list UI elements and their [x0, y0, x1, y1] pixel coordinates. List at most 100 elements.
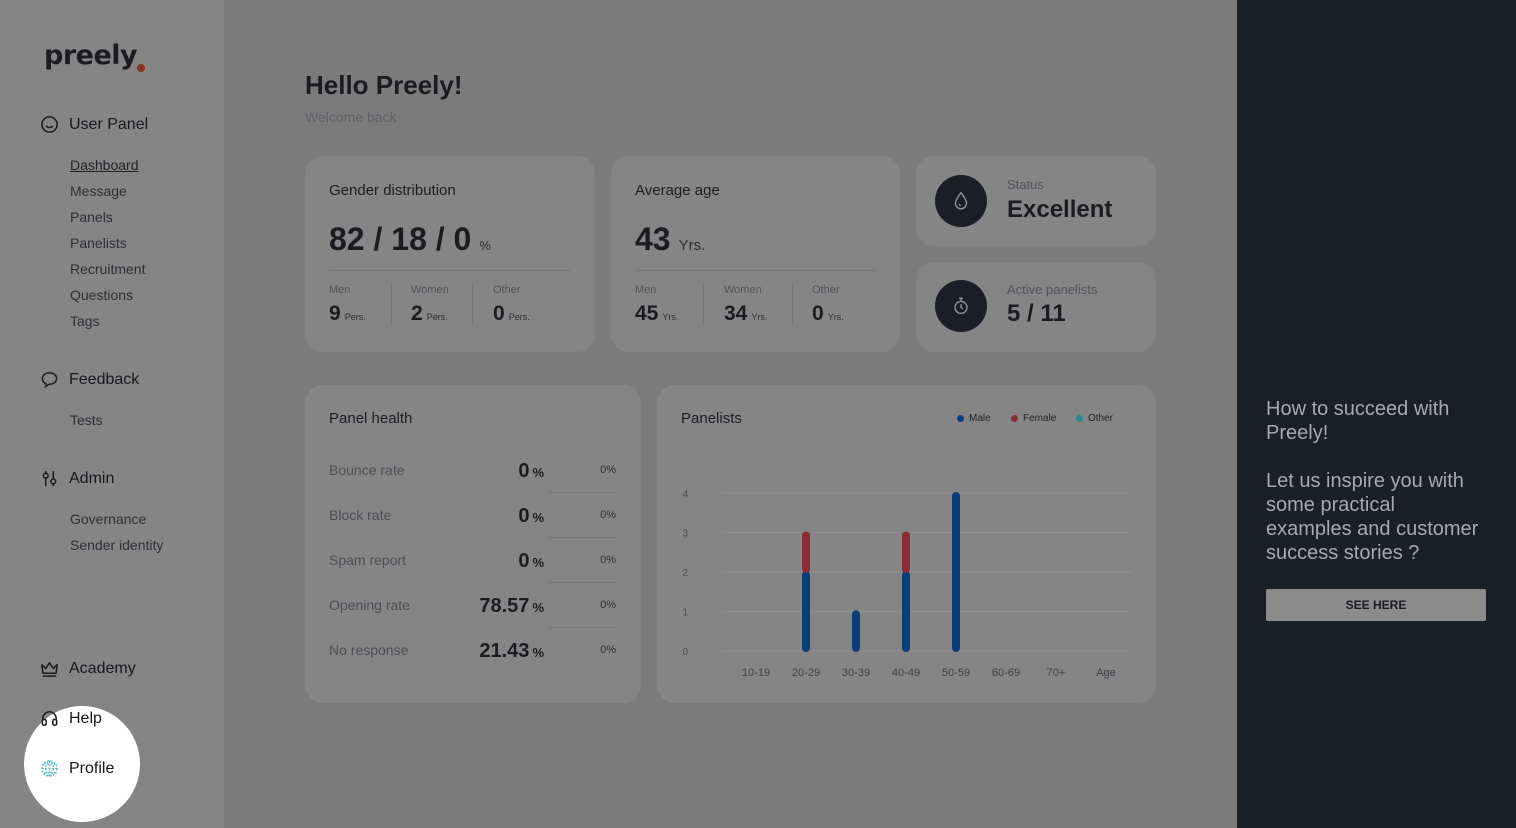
- sidebar-item-tests[interactable]: Tests: [70, 412, 103, 428]
- sidebar-item-sender-identity[interactable]: Sender identity: [70, 537, 164, 553]
- drop-icon: [954, 191, 968, 210]
- sidebar-section-user-panel[interactable]: User Panel: [40, 115, 148, 134]
- y-tick-label: 1: [682, 608, 688, 619]
- gender-other-label: Other: [493, 284, 521, 296]
- sidebar-section-admin[interactable]: Admin: [40, 469, 114, 488]
- age-card-title: Average age: [635, 182, 720, 199]
- age-card-value: 43 Yrs.: [635, 221, 706, 257]
- block-rate-value: 0%: [518, 505, 544, 527]
- age-women-label: Women: [724, 284, 762, 296]
- age-men-value: 45 Yrs.: [635, 302, 679, 325]
- no-response-value: 21.43%: [479, 640, 544, 662]
- page-title: Hello Preely!: [305, 70, 463, 100]
- divider: [548, 492, 616, 493]
- sidebar-section-feedback[interactable]: Feedback: [40, 370, 139, 389]
- x-tick-label: 70+: [1047, 667, 1066, 679]
- x-tick-label: 30-39: [842, 667, 870, 679]
- spam-report-value: 0%: [518, 550, 544, 572]
- headset-icon: [41, 711, 58, 726]
- user-panel-title: User Panel: [69, 115, 149, 133]
- gender-card-title: Gender distribution: [329, 182, 456, 199]
- divider: [391, 283, 392, 325]
- panelists-title: Panelists: [681, 410, 742, 427]
- sidebar-item-panelists[interactable]: Panelists: [70, 235, 127, 251]
- promo-heading: How to succeed with Preely!: [1266, 398, 1450, 444]
- gender-women-value: 2 Pers.: [411, 302, 448, 325]
- opening-rate-label: Opening rate: [329, 597, 410, 613]
- y-tick-label: 3: [682, 529, 688, 540]
- y-tick-label: 0: [682, 647, 688, 658]
- x-tick-label: 10-19: [742, 667, 770, 679]
- globe-icon: [41, 760, 58, 777]
- panel-health-title: Panel health: [329, 410, 413, 427]
- opening-rate-change: 0%: [600, 599, 616, 611]
- male-dot: [957, 415, 964, 422]
- status-label: Status: [1007, 177, 1044, 192]
- legend-male: Male: [957, 413, 991, 424]
- sidebar-item-questions[interactable]: Questions: [70, 287, 134, 303]
- x-tick-label: 40-49: [892, 667, 920, 679]
- x-axis-end-label: Age: [1096, 667, 1116, 679]
- bounce-rate-value: 0%: [518, 460, 544, 482]
- opening-rate-value: 78.57%: [479, 595, 544, 617]
- bounce-rate-label: Bounce rate: [329, 462, 405, 478]
- sidebar-item-recruitment[interactable]: Recruitment: [70, 261, 146, 277]
- divider: [703, 283, 704, 325]
- gender-card-value: 82 / 18 / 0%: [329, 221, 491, 257]
- divider: [548, 537, 616, 538]
- y-tick-label: 4: [682, 489, 688, 500]
- female-dot: [1011, 415, 1018, 422]
- sidebar-item-academy[interactable]: Academy: [40, 659, 136, 678]
- divider: [548, 582, 616, 583]
- sidebar-item-dashboard[interactable]: Dashboard: [70, 157, 139, 173]
- gender-men-label: Men: [329, 284, 351, 296]
- sidebar-item-help[interactable]: Help: [40, 709, 102, 728]
- profile-label: Profile: [69, 759, 115, 777]
- spam-report-label: Spam report: [329, 552, 407, 568]
- legend-female: Female: [1011, 413, 1056, 424]
- spam-report-change: 0%: [600, 554, 616, 566]
- stopwatch-icon: [954, 297, 968, 315]
- divider: [329, 270, 571, 271]
- help-label: Help: [69, 709, 102, 727]
- gender-other-value: 0 Pers.: [493, 302, 530, 325]
- active-panelists-label: Active panelists: [1007, 282, 1098, 297]
- x-tick-label: 50-59: [942, 667, 970, 679]
- average-age-card: [611, 156, 900, 352]
- divider: [792, 283, 793, 325]
- sliders-icon: [42, 470, 57, 487]
- sidebar-item-message[interactable]: Message: [70, 183, 127, 199]
- divider: [472, 283, 473, 325]
- sidebar-item-panels[interactable]: Panels: [70, 209, 113, 225]
- x-tick-label: 20-29: [792, 667, 820, 679]
- y-tick-label: 2: [682, 568, 688, 579]
- panelists-chart: 0 1 2 3 4 10-19 20-29 30-39 40-49 50-59 60-69 70+ Ag…: [682, 489, 1132, 679]
- age-women-value: 34 Yrs.: [724, 302, 768, 325]
- page-subtitle: Welcome back: [305, 109, 397, 125]
- academy-label: Academy: [69, 659, 136, 677]
- gender-women-label: Women: [411, 284, 449, 296]
- panel-health-card: [305, 385, 641, 703]
- gender-distribution-card: [305, 156, 595, 352]
- sidebar-item-governance[interactable]: Governance: [70, 511, 147, 527]
- age-men-label: Men: [635, 284, 657, 296]
- other-dot: [1076, 415, 1083, 422]
- divider: [548, 627, 616, 628]
- block-rate-label: Block rate: [329, 507, 392, 523]
- no-response-label: No response: [329, 642, 409, 658]
- x-tick-label: 60-69: [992, 667, 1020, 679]
- app-logo[interactable]: preely: [44, 40, 138, 71]
- age-other-label: Other: [812, 284, 840, 296]
- gender-men-value: 9 Pers.: [329, 302, 366, 325]
- admin-title: Admin: [69, 469, 115, 487]
- block-rate-change: 0%: [600, 509, 616, 521]
- sidebar-item-tags[interactable]: Tags: [70, 313, 100, 329]
- see-here-button[interactable]: SEE HERE: [1266, 589, 1486, 621]
- speech-bubble-icon: [41, 372, 58, 389]
- no-response-change: 0%: [600, 644, 616, 656]
- sidebar-item-profile[interactable]: Profile: [40, 759, 114, 778]
- legend-other: Other: [1076, 413, 1113, 424]
- status-value: Excellent: [1007, 196, 1113, 223]
- divider: [635, 270, 877, 271]
- bounce-rate-change: 0%: [600, 464, 616, 476]
